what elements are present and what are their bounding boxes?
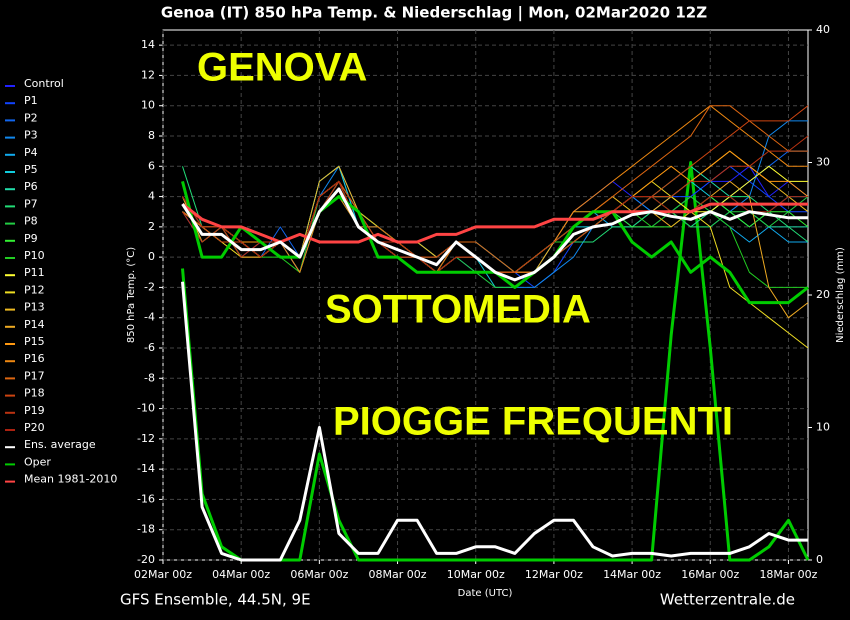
legend-label: P19	[24, 404, 45, 417]
y-tick-label: -6	[144, 341, 155, 354]
legend-label: P11	[24, 266, 45, 279]
legend: Control P1 P2 P3 P4 P5 P6 P7 P8 P9 P10 P11 P12 P13 P14…	[5, 77, 117, 486]
y-tick-label: -4	[144, 311, 155, 324]
y2-tick-label: 0	[816, 553, 823, 566]
y-tick-label: 12	[141, 68, 155, 81]
x-tick-label: 10Mar 00z	[447, 568, 505, 581]
legend-label: P20	[24, 421, 45, 434]
x-axis-label: Date (UTC)	[458, 588, 513, 599]
y-tick-label: -16	[137, 492, 155, 505]
legend-label: Oper	[24, 455, 51, 468]
y-tick-label: 6	[148, 159, 155, 172]
y-tick-label: -14	[137, 462, 155, 475]
x-tick-label: 02Mar 00z	[134, 568, 192, 581]
legend-label: P18	[24, 387, 45, 400]
y2-axis-label: Niederschlag (mm)	[835, 247, 846, 343]
x-tick-label: 06Mar 00z	[290, 568, 348, 581]
y2-tick-label: 30	[816, 156, 830, 169]
annotation: GENOVA	[197, 46, 367, 90]
legend-label: P12	[24, 283, 45, 296]
legend-label: P4	[24, 146, 38, 159]
annotation: PIOGGE FREQUENTI	[333, 400, 733, 444]
legend-label: P6	[24, 180, 38, 193]
source: Wetterzentrale.de	[660, 591, 795, 609]
x-tick-label: 12Mar 00z	[525, 568, 583, 581]
y-tick-label: 10	[141, 99, 155, 112]
y-tick-label: 8	[148, 129, 155, 142]
y-tick-label: -10	[137, 402, 155, 415]
legend-label: Mean 1981-2010	[24, 473, 117, 486]
chart-title: Genoa (IT) 850 hPa Temp. & Niederschlag …	[161, 4, 707, 23]
precip-line	[181, 281, 808, 562]
x-tick-label: 18Mar 00z	[759, 568, 817, 581]
subtitle: GFS Ensemble, 44.5N, 9E	[120, 591, 311, 609]
legend-label: P1	[24, 94, 38, 107]
legend-label: P7	[24, 197, 38, 210]
y-tick-label: -2	[144, 280, 155, 293]
legend-label: P10	[24, 249, 45, 262]
legend-label: P15	[24, 335, 45, 348]
y-tick-label: 14	[141, 38, 155, 51]
legend-label: P14	[24, 318, 45, 331]
temperature-line	[181, 187, 808, 282]
legend-label: P13	[24, 301, 45, 314]
y2-tick-label: 20	[816, 288, 830, 301]
y-tick-label: 4	[148, 190, 155, 203]
temperature-line	[181, 202, 808, 244]
y-tick-label: -12	[137, 432, 155, 445]
legend-label: P9	[24, 232, 38, 245]
legend-label: Control	[24, 77, 64, 90]
y-tick-label: 0	[148, 250, 155, 263]
legend-label: P2	[24, 111, 38, 124]
legend-label: P3	[24, 129, 38, 142]
legend-label: P8	[24, 215, 38, 228]
y-tick-label: -18	[137, 523, 155, 536]
x-tick-label: 14Mar 00z	[603, 568, 661, 581]
x-tick-label: 08Mar 00z	[369, 568, 427, 581]
annotation: SOTTOMEDIA	[325, 288, 591, 332]
y-tick-label: -20	[137, 553, 155, 566]
legend-label: Ens. average	[24, 438, 96, 451]
y2-tick-label: 40	[816, 23, 830, 36]
y-tick-label: -8	[144, 371, 155, 384]
precip-line	[181, 161, 810, 562]
plot-area	[162, 29, 809, 561]
legend-label: P16	[24, 352, 45, 365]
legend-label: P5	[24, 163, 38, 176]
y2-tick-label: 10	[816, 421, 830, 434]
legend-label: P17	[24, 369, 45, 382]
x-tick-label: 04Mar 00z	[212, 568, 270, 581]
y-axis-label: 850 hPa Temp. (°C)	[126, 247, 137, 343]
y-tick-label: 2	[148, 220, 155, 233]
x-tick-label: 16Mar 00z	[681, 568, 739, 581]
